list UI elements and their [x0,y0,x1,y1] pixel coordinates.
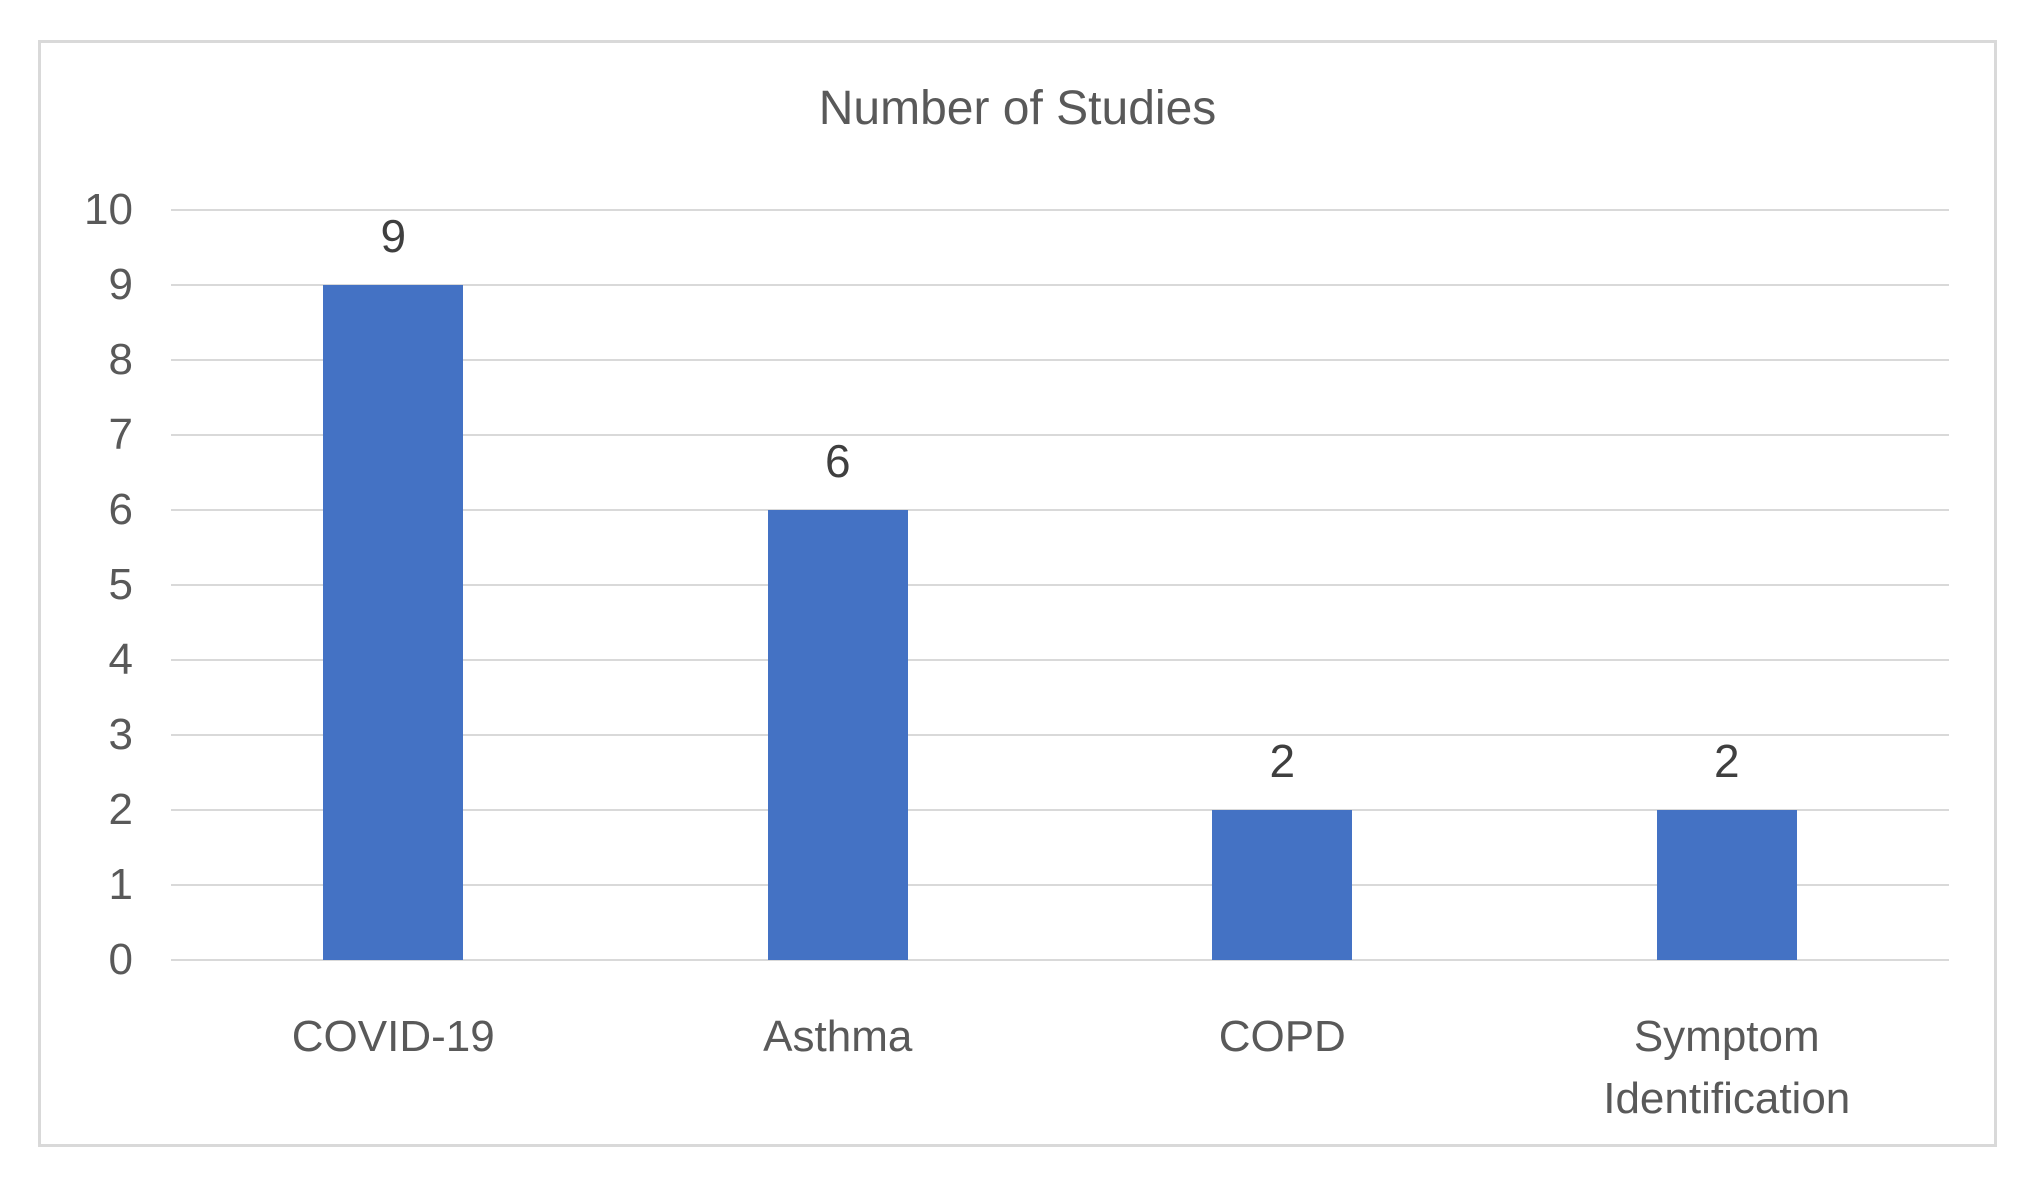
gridline-y-10 [171,209,1949,211]
x-tick-label-text: COVID-19 [291,1012,495,1061]
x-tick-label-copd: COPD [1060,1006,1505,1068]
y-tick-label-8: 8 [108,335,133,384]
y-tick-label-2: 2 [108,785,133,834]
x-tick-label-asthma: Asthma [616,1006,1061,1068]
data-label-asthma: 6 [824,435,851,487]
x-tick-label-text: Symptom Identification [1603,1012,1851,1123]
gridline-y-0 [171,959,1949,961]
y-tick-label-7: 7 [108,410,133,459]
x-tick-label-symptom-identification: Symptom Identification [1505,1006,1950,1130]
y-tick-label-10: 10 [84,185,133,234]
gridline-y-6 [171,509,1949,511]
gridline-y-5 [171,584,1949,586]
bar-copd [1212,810,1353,960]
bar-symptom-identification [1656,810,1797,960]
y-tick-label-4: 4 [108,635,133,684]
y-tick-label-1: 1 [108,860,133,909]
gridline-y-2 [171,809,1949,811]
gridline-y-4 [171,659,1949,661]
chart-title: Number of Studies [818,82,1217,135]
x-tick-label-covid-19: COVID-19 [171,1006,616,1068]
y-tick-label-3: 3 [108,710,133,759]
y-tick-label-6: 6 [108,485,133,534]
gridline-y-7 [171,434,1949,436]
chart-card: Number of Studies 0 1 2 3 4 5 6 7 8 9 10 9 6 2 2 COVI… [38,40,1997,1147]
data-label-copd: 2 [1269,735,1296,787]
gridline-y-3 [171,734,1949,736]
x-tick-label-text: Asthma [763,1012,913,1061]
bar-covid-19 [323,285,464,960]
data-label-symptom-identification: 2 [1713,735,1740,787]
data-label-covid-19: 9 [380,210,407,262]
gridline-y-1 [171,884,1949,886]
x-axis: COVID-19 Asthma COPD Symptom Identification [171,960,1949,1123]
gridline-y-8 [171,359,1949,361]
y-axis: 0 1 2 3 4 5 6 7 8 9 10 [41,185,133,984]
gridline-y-9 [171,284,1949,286]
x-tick-label-text: COPD [1218,1012,1346,1061]
plot-area: 9 6 2 2 [171,209,1949,961]
y-tick-label-0: 0 [108,935,133,984]
y-tick-label-9: 9 [108,260,133,309]
bar-asthma [767,510,908,960]
y-tick-label-5: 5 [108,560,133,609]
